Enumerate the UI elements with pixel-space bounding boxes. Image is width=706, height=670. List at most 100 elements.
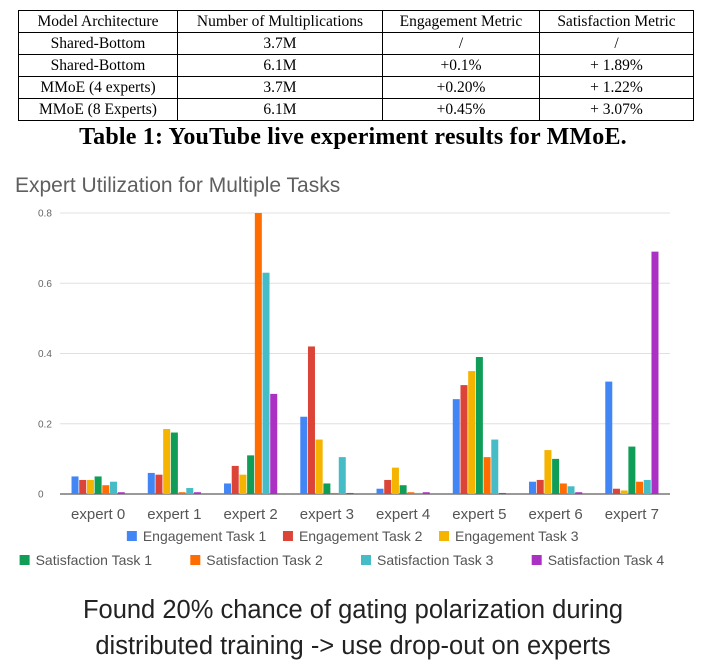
bar (231, 465, 239, 494)
table-cell: MMoE (8 Experts) (18, 98, 178, 121)
bar (170, 432, 178, 494)
y-tick-label: 0.6 (38, 279, 52, 290)
bar (567, 486, 575, 494)
bar (71, 476, 79, 494)
table-caption: Table 1: YouTube live experiment results… (79, 124, 627, 150)
table-row: MMoE (8 Experts) 6.1M +0.45% + 3.07% (18, 98, 694, 121)
bar (307, 346, 315, 494)
legend-label: Satisfaction Task 4 (548, 552, 665, 568)
bar (643, 479, 651, 494)
legend-label: Satisfaction Task 1 (36, 552, 153, 568)
table-header-row: Model Architecture Number of Multiplicat… (18, 10, 694, 33)
bar (79, 479, 87, 494)
bar (186, 488, 194, 494)
bar (475, 357, 483, 494)
bar (254, 213, 262, 494)
bar (270, 393, 278, 494)
bar (399, 485, 407, 494)
footnote-line: distributed training -> use drop-out on … (95, 632, 611, 660)
bar (323, 483, 331, 494)
legend-swatch (126, 531, 137, 541)
bar (452, 399, 460, 494)
y-tick-label: 0.2 (38, 419, 52, 430)
legend-swatch (282, 531, 293, 541)
bar (544, 450, 552, 494)
bar (224, 483, 232, 494)
bar (491, 439, 499, 494)
legend-label: Satisfaction Task 2 (206, 552, 323, 568)
bar (415, 492, 423, 494)
table-row: Shared-Bottom 3.7M / / (18, 32, 694, 55)
bar (468, 371, 476, 494)
bar (651, 251, 659, 494)
y-tick-label: 0 (38, 490, 44, 501)
table-cell: + 3.07% (539, 98, 694, 121)
bar (498, 492, 506, 494)
bar (262, 272, 270, 494)
legend-label: Engagement Task 3 (455, 528, 579, 544)
legend-swatch (531, 555, 542, 565)
bar (620, 490, 628, 494)
legend-swatch (19, 555, 30, 565)
bar (529, 481, 537, 494)
bar (94, 476, 102, 494)
bar (552, 458, 560, 494)
legend-swatch (190, 555, 201, 565)
legend-label: Engagement Task 2 (299, 528, 423, 544)
table-cell: +0.45% (382, 98, 540, 121)
bar (155, 474, 163, 494)
bar (315, 439, 323, 494)
bar (636, 481, 644, 494)
bar (247, 455, 255, 494)
x-tick-label: expert 3 (300, 506, 354, 523)
bar (559, 483, 567, 494)
x-tick-label: expert 7 (605, 506, 659, 523)
bar (193, 492, 201, 494)
header-cell: Model Architecture (18, 10, 178, 33)
legend-label: Satisfaction Task 3 (377, 552, 494, 568)
bar (239, 474, 247, 494)
table-cell: Shared-Bottom (18, 32, 178, 55)
bar (346, 492, 354, 494)
x-tick-label: expert 6 (529, 506, 583, 523)
bar (536, 479, 544, 494)
bar (605, 381, 613, 494)
bar (117, 492, 125, 494)
chart-title: Expert Utilization for Multiple Tasks (15, 174, 341, 197)
legend-swatch (439, 531, 450, 541)
bar (628, 446, 636, 494)
table-cell: 6.1M (177, 98, 383, 121)
x-tick-label: expert 4 (376, 506, 430, 523)
bar (422, 492, 430, 494)
y-tick-label: 0.8 (38, 209, 52, 220)
table-cell: Shared-Bottom (18, 54, 178, 77)
footnote-line: Found 20% chance of gating polarization … (82, 596, 624, 624)
x-tick-label: expert 1 (147, 506, 201, 523)
bar (384, 479, 392, 494)
bar (110, 481, 118, 494)
legend-label: Engagement Task 1 (143, 528, 267, 544)
bar (178, 492, 186, 494)
results-table: Model Architecture Number of Multiplicat… (18, 10, 694, 121)
x-tick-label: expert 5 (452, 506, 506, 523)
x-tick-label: expert 2 (224, 506, 278, 523)
bar (102, 485, 110, 494)
legend-swatch (361, 555, 371, 565)
bar (612, 488, 620, 494)
x-tick-label: expert 0 (71, 506, 125, 523)
bar (163, 429, 171, 494)
bar (391, 467, 399, 494)
bar (483, 457, 491, 494)
bar (300, 416, 308, 494)
bar (147, 472, 155, 494)
bar (460, 385, 468, 494)
bar (86, 479, 94, 494)
table-row: MMoE (4 experts) 3.7M +0.20% + 1.22% (18, 76, 694, 99)
y-tick-label: 0.4 (38, 349, 52, 360)
bar (338, 457, 346, 494)
bar (331, 492, 339, 494)
bar (407, 492, 415, 494)
table-cell: MMoE (4 experts) (18, 76, 178, 99)
expert-utilization-chart: 0 0.2 0.4 0.6 0.8 expert 0 expert 1 expert 2 exp… (19, 209, 670, 568)
bar (376, 488, 384, 494)
